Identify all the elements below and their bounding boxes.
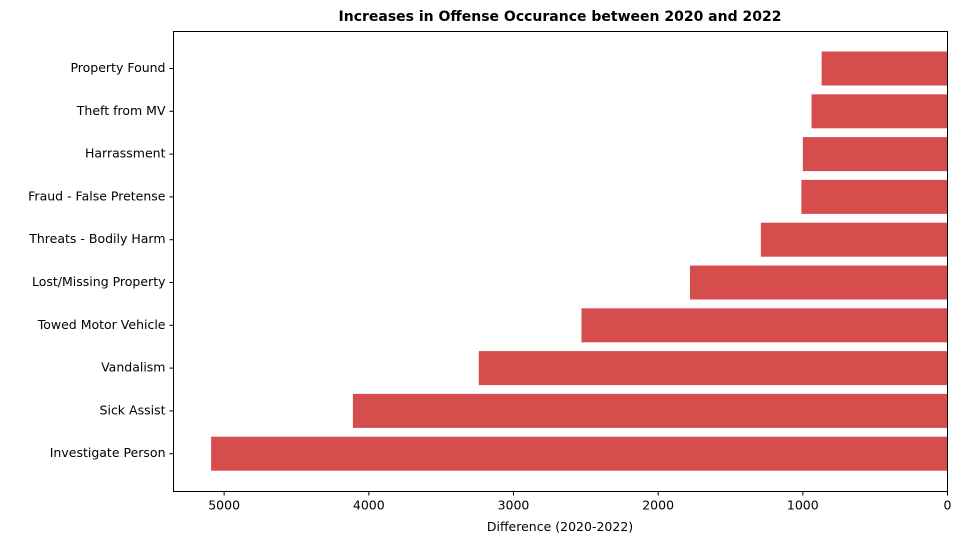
plot-frame	[173, 31, 948, 492]
y-tick-label: Threats - Bodily Harm	[28, 231, 165, 246]
bar	[811, 94, 948, 129]
bar	[801, 179, 948, 214]
bars-group	[211, 51, 948, 471]
x-axis-label: Difference (2020-2022)	[487, 519, 633, 534]
y-tick-label: Sick Assist	[100, 402, 166, 417]
bar	[581, 308, 948, 343]
y-tick-label: Fraud - False Pretense	[28, 188, 166, 203]
bar	[760, 222, 948, 257]
bar	[821, 51, 948, 86]
y-tick-label: Property Found	[70, 60, 165, 75]
x-tick-label: 4000	[353, 498, 385, 513]
bar	[802, 137, 948, 172]
y-axis: Property Found Theft from MV Harrassment Fr…	[28, 60, 174, 460]
bar	[689, 265, 948, 300]
y-tick-label: Theft from MV	[76, 103, 166, 118]
x-axis: 5000 4000 3000 2000 1000 0	[208, 491, 952, 513]
bar	[352, 393, 948, 428]
y-tick-label: Vandalism	[101, 360, 165, 375]
y-tick-label: Towed Motor Vehicle	[37, 317, 166, 332]
x-tick-label: 3000	[498, 498, 530, 513]
x-tick-label: 2000	[642, 498, 674, 513]
x-tick-label: 5000	[208, 498, 240, 513]
y-tick-label: Harrassment	[85, 146, 166, 161]
x-tick-label: 1000	[787, 498, 819, 513]
y-tick-label: Investigate Person	[50, 445, 166, 460]
bar	[211, 436, 948, 471]
bar	[478, 351, 948, 386]
chart-title: Increases in Offense Occurance between 2…	[339, 9, 782, 25]
x-tick-label: 0	[944, 498, 952, 513]
y-tick-label: Lost/Missing Property	[32, 274, 166, 289]
